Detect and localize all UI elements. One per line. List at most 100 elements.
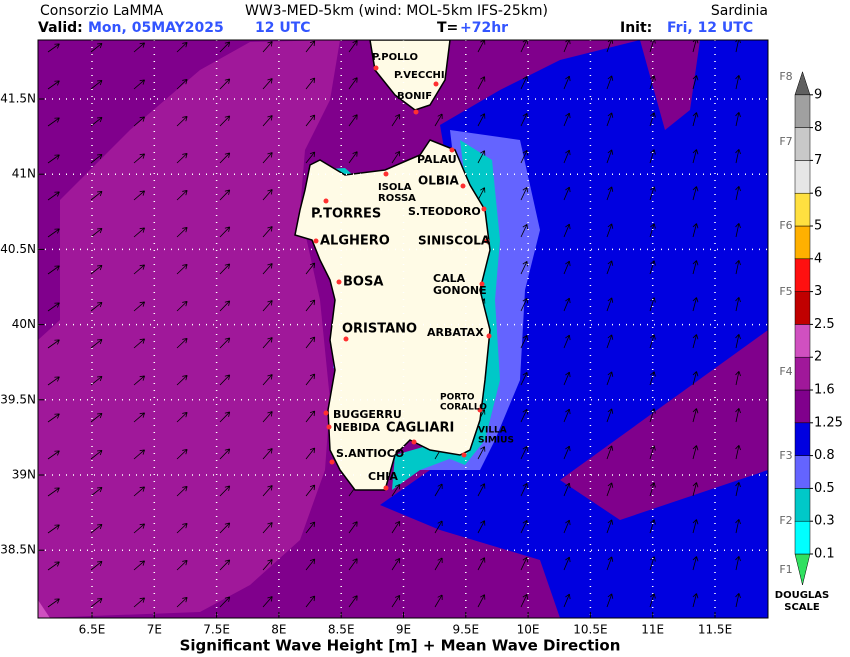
arrow	[90, 486, 103, 497]
arrow	[219, 337, 231, 349]
arrow	[692, 445, 699, 460]
place-label: BUGGERRU	[333, 408, 402, 421]
arrow	[434, 520, 443, 534]
scale-label: DOUGLAS	[775, 590, 829, 601]
arrow	[477, 187, 486, 201]
douglas-label: F7	[779, 135, 792, 148]
place-label: ROSSA	[378, 193, 416, 204]
arrow	[692, 75, 699, 90]
arrow	[47, 339, 60, 349]
lon-label: 11.5E	[698, 623, 732, 637]
arrow	[735, 408, 741, 423]
arrow	[176, 411, 188, 423]
arrow	[47, 228, 60, 238]
legend-label: 0.5	[814, 481, 835, 496]
arrow	[90, 523, 103, 534]
arrow	[176, 263, 188, 275]
arrow	[176, 485, 188, 497]
legend-segment	[794, 127, 811, 161]
arrow	[47, 43, 60, 53]
lon-label: 9.5E	[452, 623, 479, 637]
arrow	[692, 112, 699, 127]
arrow	[262, 115, 273, 127]
arrow	[262, 189, 273, 201]
legend-segment	[794, 192, 811, 227]
arrow	[133, 338, 145, 349]
arrow	[649, 149, 656, 164]
arrow	[47, 154, 60, 164]
arrow	[219, 263, 231, 275]
legend-label: 1.25	[814, 415, 843, 430]
arrow	[434, 594, 443, 608]
arrow	[563, 482, 571, 497]
place-dot	[326, 424, 332, 430]
arrow	[649, 482, 656, 497]
model: WW3-MED-5km (wind: MOL-5km IFS-25km)	[245, 3, 548, 19]
legend-label: 3	[814, 284, 822, 299]
arrow	[735, 223, 741, 238]
place-dot	[383, 171, 389, 177]
arrow	[305, 410, 316, 423]
sardinia	[294, 139, 491, 491]
arrow	[606, 260, 614, 275]
arrow	[219, 300, 231, 312]
arrow	[219, 374, 231, 386]
arrow	[348, 114, 358, 127]
place-dot	[449, 147, 455, 153]
legend-segment	[794, 488, 811, 522]
arrow	[47, 413, 60, 423]
place-label: P.POLLO	[372, 52, 418, 63]
lead-label: T=	[437, 20, 458, 36]
douglas-label: F8	[779, 70, 792, 83]
place-label: GONONE	[433, 284, 487, 297]
legend-label: 9	[814, 87, 822, 102]
arrow	[520, 446, 528, 460]
place-dot	[313, 238, 319, 244]
arrow	[649, 260, 656, 275]
place-dot	[411, 439, 417, 445]
place-label: BONIF	[397, 91, 432, 102]
arrow	[477, 446, 486, 460]
sea-cagliari	[392, 445, 460, 490]
places: P.POLLO P.VECCHI BONIF PALAU OLBIA ISOLAROSSA…	[311, 52, 514, 491]
arrow	[692, 223, 699, 238]
arrow	[133, 116, 145, 127]
arrow	[477, 150, 486, 164]
arrow	[520, 76, 528, 90]
place-dot	[323, 410, 329, 416]
lon-label: 11E	[641, 623, 664, 637]
arrow	[520, 557, 528, 571]
arrow	[477, 113, 486, 127]
arrow	[47, 598, 60, 608]
arrow	[477, 483, 486, 497]
arrow	[219, 78, 231, 90]
place-dot	[383, 485, 389, 491]
legend-segment	[794, 520, 811, 555]
place-label: PALAU	[417, 153, 457, 166]
lon-label: 7E	[147, 623, 162, 637]
arrow	[219, 559, 231, 571]
arrow	[176, 115, 188, 127]
arrow	[262, 411, 273, 423]
arrow	[391, 150, 401, 164]
sea-purple-notch	[640, 40, 700, 130]
arrow	[47, 117, 60, 127]
arrow	[692, 260, 699, 275]
arrow	[563, 75, 571, 90]
legend-segment	[794, 291, 811, 325]
legend-label: 0.8	[814, 448, 835, 463]
arrow	[262, 152, 273, 164]
arrow	[563, 445, 571, 460]
arrow	[348, 558, 358, 571]
arrow	[47, 80, 60, 90]
arrow	[649, 371, 656, 386]
arrow	[133, 190, 145, 201]
arrow	[90, 375, 103, 386]
arrow	[219, 522, 231, 534]
sea-2	[38, 600, 50, 618]
arrow	[477, 594, 486, 608]
arrow	[262, 448, 273, 460]
wave-direction	[47, 40, 741, 608]
arrow	[90, 301, 103, 312]
arrow	[606, 75, 614, 90]
